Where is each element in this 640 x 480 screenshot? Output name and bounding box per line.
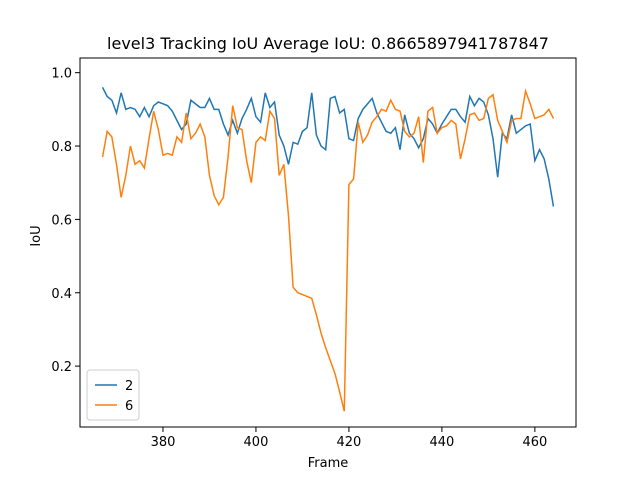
legend-label: 2 — [125, 379, 133, 394]
y-axis-label: IoU — [29, 225, 44, 246]
legend-label: 6 — [125, 399, 133, 414]
series-line — [101, 88, 555, 412]
x-axis-label: Frame — [308, 456, 349, 471]
legend-box — [86, 369, 140, 421]
y-tick-label: 0.4 — [51, 287, 72, 302]
plot-frame — [79, 57, 577, 428]
x-tick-label: 400 — [244, 435, 269, 450]
y-tick-label: 1.0 — [51, 67, 72, 82]
x-tick-label: 440 — [429, 435, 454, 450]
x-tick-label: 460 — [522, 435, 547, 450]
x-tick-label: 420 — [337, 435, 362, 450]
x-tick-label: 380 — [151, 435, 176, 450]
chart-title: level3 Tracking IoU Average IoU: 0.86658… — [107, 34, 549, 53]
y-tick-label: 0.2 — [51, 360, 72, 375]
series-line — [101, 87, 555, 207]
y-tick-label: 0.6 — [51, 213, 72, 228]
y-tick-label: 0.8 — [51, 140, 72, 155]
